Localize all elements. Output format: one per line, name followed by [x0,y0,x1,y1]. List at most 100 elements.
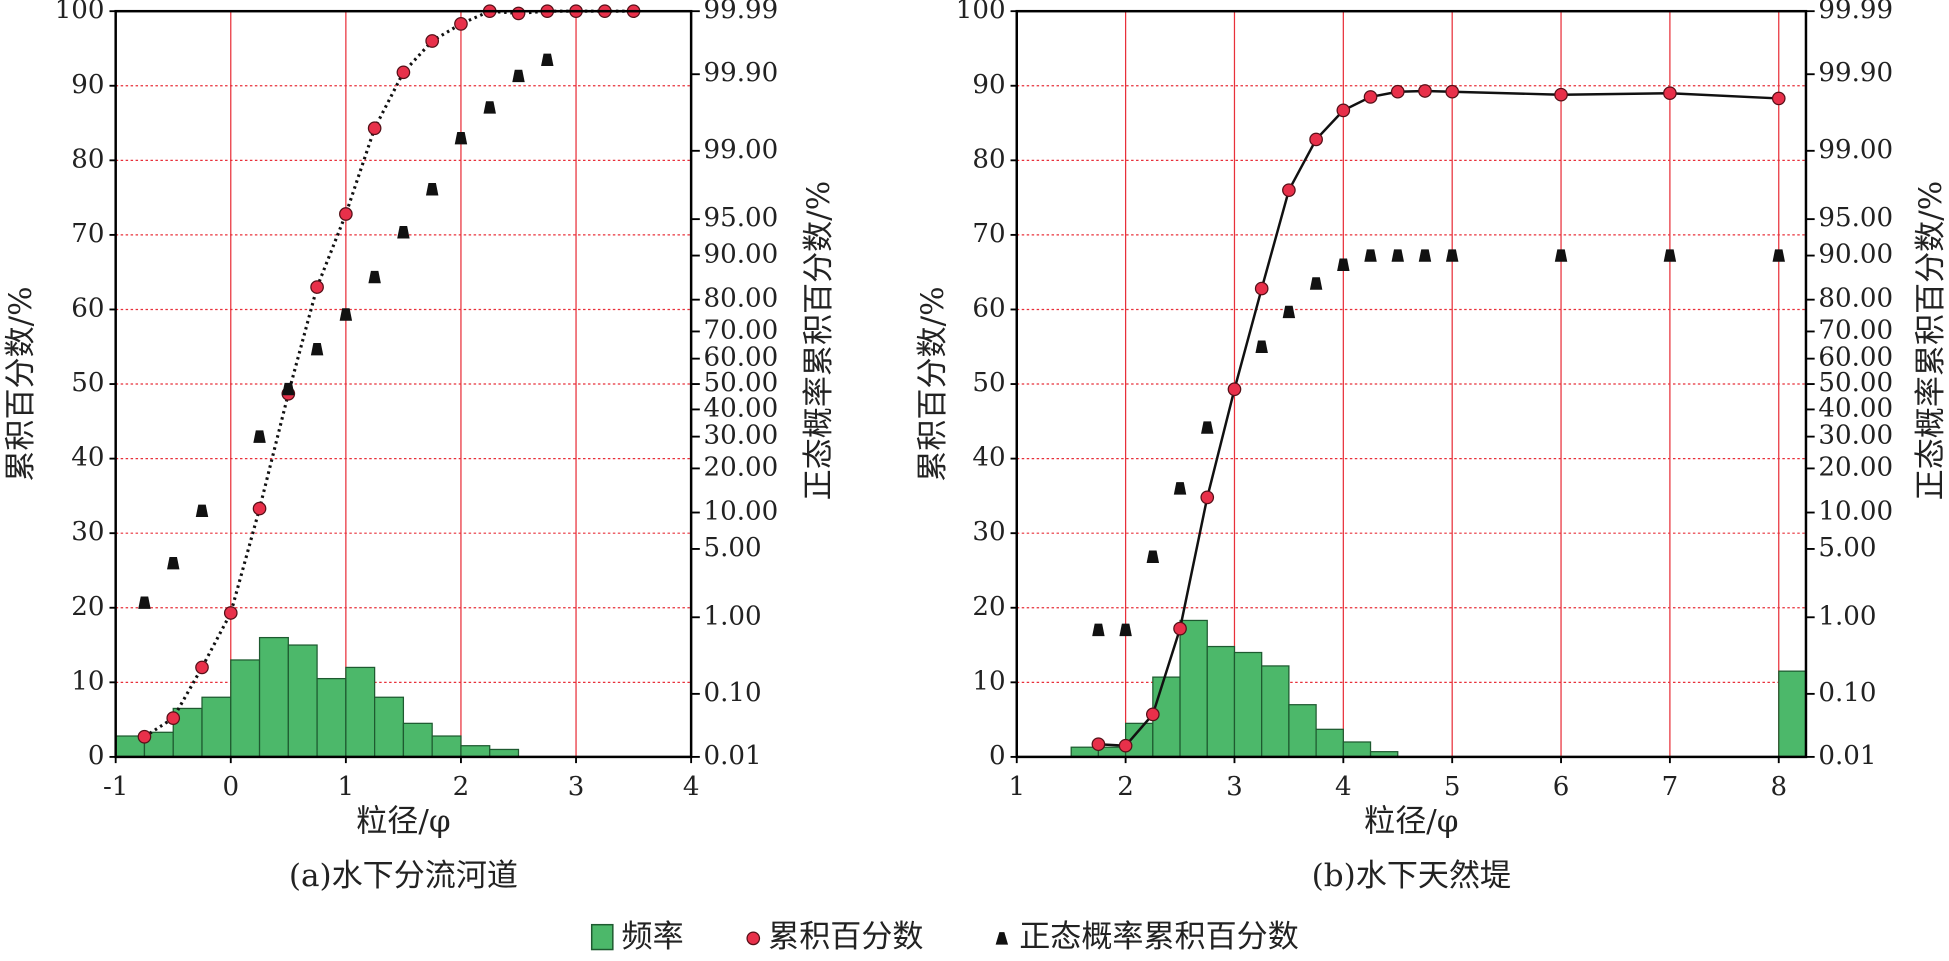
plot-frame [1015,9,1808,759]
y2-tick-label: 0.10 [704,678,762,708]
y2-tick-label: 30.00 [704,421,779,451]
legend-label: 累积百分数 [768,919,923,955]
probability-point [253,430,266,443]
probability-point [1173,482,1187,495]
x-tick-label: 7 [1662,772,1679,802]
probability-point [1337,258,1350,271]
y-tick-label: 50 [972,368,1005,398]
x-tick-label: 4 [683,772,700,802]
histogram-bar [1261,665,1290,758]
probability-point [1119,623,1132,637]
y2-tick-label: 30.00 [1818,421,1893,451]
histogram-bar [345,666,376,758]
probability-point [1255,340,1268,353]
x-tick-label: 1 [338,772,355,802]
y2-tick-label: 10.00 [704,497,779,527]
y2-tick-label: 1.00 [704,601,762,631]
y2-tick-label: 70.00 [1818,315,1893,345]
y2-tick-label: 20.00 [704,452,779,482]
probability-point [1663,249,1677,262]
y-tick-label: 90 [71,70,104,100]
y2-tick-label: 50.00 [1818,368,1893,398]
y2-tick-label: 99.00 [1818,135,1893,165]
cumulative-point [1145,707,1160,722]
cumulative-point [1118,738,1133,753]
y2-axis-title: 正态概率累积百分数/% [1913,181,1949,501]
legend-label: 频率 [622,919,684,955]
probability-point [1391,249,1404,262]
cumulative-point [1227,382,1242,397]
y-tick-label: 10 [972,666,1005,696]
y2-tick-label: 70.00 [704,315,779,345]
y-axis-title: 累积百分数/% [915,286,951,481]
y2-tick-label: 40.00 [704,393,779,423]
cumulative-point [367,121,382,136]
y-tick-label: 40 [972,443,1005,473]
cumulative-point [454,17,468,31]
histogram-bar [316,677,347,758]
y-tick-label: 30 [972,517,1005,547]
y2-tick-label: 99.99 [704,0,779,25]
caption: (a)水下分流河道 [289,858,518,894]
y2-tick-label: 20.00 [1818,452,1893,482]
x-tick-label: 3 [1226,772,1243,802]
probability-point [1146,550,1160,563]
y2-tick-label: 99.99 [1818,0,1893,25]
probability-point [1364,249,1377,262]
cumulative-point [252,501,267,516]
probability-point [425,183,439,196]
cumulative-point [310,280,324,294]
probability-point [1772,249,1785,262]
y-tick-label: 0 [88,741,105,771]
histogram-bar [431,735,462,758]
cumulative-point [166,711,181,725]
x-tick-label: -1 [103,772,128,802]
probability-point [454,131,468,145]
y2-axis-title: 正态概率累积百分数/% [801,181,837,501]
y-tick-label: 0 [989,741,1006,771]
cumulative-point [1418,84,1432,98]
y2-tick-label: 1.00 [1818,601,1876,631]
y2-tick-label: 5.00 [704,533,762,563]
cumulative-point [1309,132,1323,147]
y2-tick-label: 0.01 [1818,741,1876,771]
probability-point [138,596,151,609]
probability-point [310,342,324,356]
y2-tick-label: 95.00 [704,203,779,233]
y2-tick-label: 60.00 [1818,343,1893,373]
cumulative-point [137,729,152,744]
x-axis-title: 粒径/φ [356,803,450,839]
chart: 0 10 20 30 40 50 60 70 80 90 100 1 2 3 4 5 6 7 8 0.01 0.10 1.… [915,0,1949,894]
x-tick-label: 1 [1008,772,1025,802]
probability-point [1282,305,1296,319]
cumulative-point [511,6,526,21]
x-tick-label: 6 [1553,772,1570,802]
x-tick-label: 4 [1335,772,1352,802]
y2-tick-label: 10.00 [1818,497,1893,527]
x-tick-label: 2 [1117,772,1134,802]
legend: 频率 累积百分数 正态概率累积百分数 [590,919,1299,955]
y-axis-title: 累积百分数/% [3,286,39,481]
cumulative-point [223,606,238,620]
legend-swatch [995,932,1009,945]
histogram-bar [402,722,433,758]
plot-frame [114,9,693,759]
cumulative-point [1445,84,1460,99]
x-tick-label: 3 [568,772,585,802]
y-tick-label: 70 [972,219,1005,249]
y-tick-label: 60 [972,293,1005,323]
y-tick-label: 20 [71,592,104,622]
y-tick-label: 10 [71,666,104,696]
cumulative-point [1091,737,1106,752]
cumulative-point [1771,91,1786,106]
cumulative-point [1663,86,1677,101]
y2-tick-label: 99.00 [704,135,779,165]
x-tick-label: 5 [1444,772,1461,802]
y2-tick-label: 90.00 [1818,240,1893,270]
cumulative-point [339,207,353,221]
y2-tick-label: 40.00 [1818,393,1893,423]
y2-tick-label: 99.90 [1818,58,1893,88]
probability-point [483,101,496,114]
y-tick-label: 80 [972,144,1005,174]
